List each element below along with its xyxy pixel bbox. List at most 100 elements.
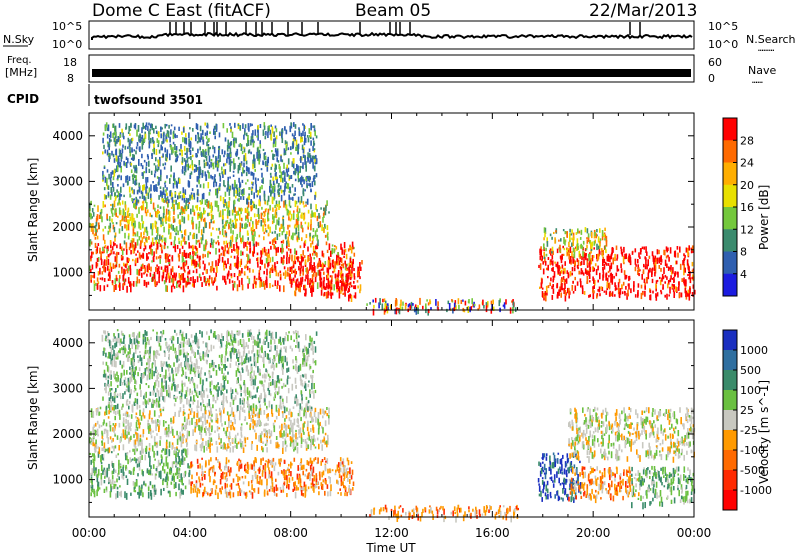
scatter-cell [557, 291, 559, 299]
scatter-cell [273, 492, 276, 496]
scatter-cell [328, 256, 330, 261]
scatter-cell [153, 185, 155, 191]
scatter-cell [328, 476, 330, 479]
scatter-cell [655, 258, 657, 262]
scatter-cell [185, 137, 188, 145]
scatter-cell [582, 250, 584, 258]
scatter-cell [236, 263, 239, 270]
scatter-cell [252, 159, 254, 167]
scatter-cell [235, 184, 238, 190]
scatter-cell [140, 254, 142, 258]
scatter-cell [218, 159, 220, 163]
scatter-cell [340, 285, 343, 290]
scatter-cell [257, 263, 259, 268]
scatter-cell [121, 226, 124, 232]
scatter-cell [270, 191, 272, 195]
scatter-cell [136, 276, 139, 284]
scatter-cell [165, 259, 167, 263]
scatter-cell [201, 234, 204, 241]
scatter-cell [583, 258, 585, 265]
scatter-cell [213, 146, 216, 154]
scatter-cell [115, 148, 118, 156]
scatter-cell [183, 158, 186, 162]
scatter-cell [103, 249, 105, 254]
scatter-cell [200, 238, 203, 245]
scatter-cell [228, 142, 231, 149]
scatter-cell [302, 162, 304, 170]
scatter-cell [256, 257, 258, 262]
scatter-cell [124, 491, 126, 499]
scatter-cell [195, 123, 198, 129]
scatter-cell [228, 222, 231, 224]
scatter-cell [229, 484, 232, 488]
scatter-cell [266, 268, 268, 276]
scatter-cell [317, 239, 319, 247]
scatter-cell [315, 158, 318, 165]
scatter-cell [252, 181, 254, 186]
scatter-cell [549, 282, 551, 286]
scatter-cell [149, 128, 151, 132]
scatter-cell [310, 256, 312, 264]
scatter-cell [92, 275, 94, 278]
scatter-cell [297, 487, 300, 491]
scatter-cell [115, 284, 117, 290]
scatter-cell [605, 240, 608, 247]
scatter-cell [574, 260, 576, 266]
scatter-cell [419, 297, 421, 305]
scatter-cell [330, 279, 333, 284]
scatter-cell [157, 140, 160, 145]
scatter-cell [204, 474, 206, 480]
scatter-cell [129, 133, 131, 136]
scatter-cell [127, 180, 129, 185]
scatter-cell [158, 471, 161, 478]
scatter-cell [165, 285, 167, 292]
scatter-cell [209, 189, 211, 192]
scatter-cell [264, 160, 267, 167]
scatter-cell [225, 240, 228, 245]
scatter-cell [265, 249, 267, 252]
scatter-cell [314, 165, 316, 172]
scatter-cell [251, 186, 254, 189]
scatter-cell [111, 212, 114, 217]
scatter-cell [256, 444, 258, 451]
scatter-cell [228, 210, 231, 217]
scatter-cell [257, 153, 260, 160]
scatter-cell [101, 216, 103, 223]
scatter-cell [473, 303, 476, 307]
scatter-cell [91, 208, 94, 213]
scatter-cell [551, 255, 554, 260]
noise-right-tick-bottom: 10^0 [708, 38, 738, 51]
scatter-cell [315, 154, 317, 159]
scatter-cell [274, 237, 277, 241]
scatter-cell [146, 437, 148, 440]
scatter-cell [312, 466, 315, 473]
scatter-cell [215, 248, 217, 255]
scatter-cell [257, 220, 260, 223]
scatter-cell [276, 157, 278, 162]
scatter-cell [350, 246, 353, 254]
scatter-cell [551, 295, 554, 300]
scatter-cell [447, 300, 450, 305]
scatter-cell [124, 452, 127, 457]
scatter-cell [199, 207, 201, 212]
scatter-cell [259, 281, 261, 288]
scatter-cell [100, 208, 103, 214]
scatter-cell [143, 272, 145, 275]
scatter-cell [314, 276, 317, 283]
scatter-cell [155, 228, 158, 233]
scatter-cell [275, 164, 277, 169]
scatter-cell [116, 486, 119, 490]
scatter-cell [124, 212, 126, 218]
scatter-cell [105, 195, 107, 198]
scatter-cell [289, 190, 292, 194]
scatter-cell [140, 240, 142, 247]
scatter-cell [316, 437, 319, 441]
scatter-cell [179, 492, 181, 499]
scatter-cell [216, 188, 219, 194]
scatter-cell [292, 158, 295, 164]
scatter-cell [177, 177, 180, 181]
scatter-cell [682, 260, 684, 266]
scatter-cell [298, 171, 300, 174]
scatter-cell [125, 215, 127, 223]
scatter-cell [282, 177, 284, 183]
